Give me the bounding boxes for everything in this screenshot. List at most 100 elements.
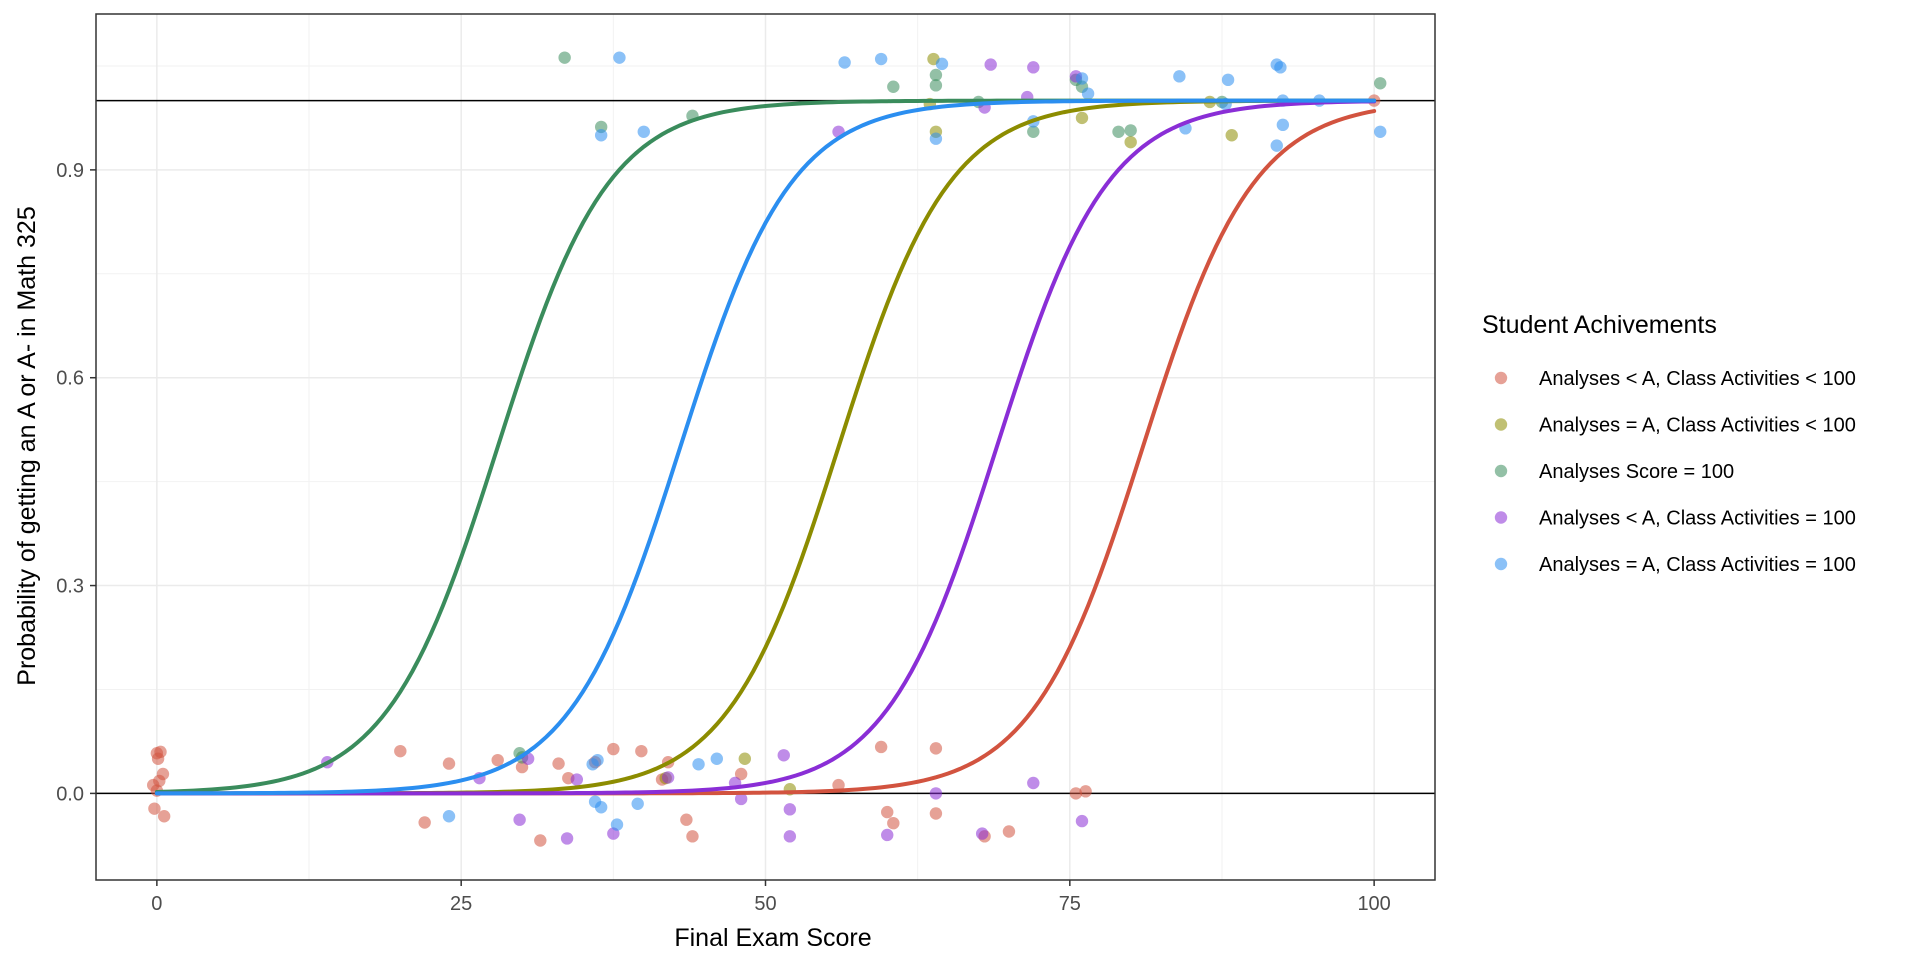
data-point [1112,125,1125,138]
data-point [394,744,407,758]
y-axis-title: Probability of getting an A or A- in Mat… [13,206,41,685]
legend-key [1494,557,1508,571]
legend: Student Achivements Analyses < A, Class … [1482,311,1856,576]
data-point [558,51,571,64]
x-tick-label: 50 [754,893,776,915]
fitted-curve [154,99,1377,796]
y-tick-label: 0.0 [56,783,84,805]
x-tick-label: 75 [1059,893,1081,915]
y-tick-label: 0.6 [56,368,84,390]
fitted-curve [154,98,1377,796]
data-point [1173,70,1186,83]
data-point [1124,135,1137,149]
data-point [594,129,608,142]
data-point [157,810,171,823]
y-tick-label: 0.3 [56,576,84,598]
x-tick-label: 0 [151,893,162,915]
data-point [1079,785,1092,798]
data-point [1075,111,1089,125]
data-point [1027,125,1040,138]
data-point [832,778,845,792]
axes: 0 25 50 75 100 0.0 0.3 0.6 0.9 [56,160,1391,915]
data-point [610,818,624,831]
legend-label: Analyses = A, Class Activities < 100 [1539,415,1856,437]
data-point [874,740,888,754]
data-point [151,752,165,765]
x-tick-label: 25 [450,893,472,915]
data-point [513,813,526,826]
y-tick-label: 0.9 [56,160,84,182]
data-point [1221,73,1235,87]
data-point [570,773,584,786]
data-point [661,771,675,784]
data-point [1075,814,1089,828]
data-point [153,774,166,788]
data-point [1069,787,1083,800]
data-point [1274,61,1287,74]
data-point [1027,61,1040,74]
data-point [984,58,997,71]
data-point [442,757,456,770]
data-point [686,830,699,843]
data-point [594,801,608,814]
legend-key [1494,511,1508,524]
data-point [929,79,943,92]
legend-label: Analyses < A, Class Activities = 100 [1539,508,1856,530]
data-point [929,807,943,820]
legend-title: Student Achivements [1482,311,1717,339]
data-point [637,125,650,138]
data-point [1374,125,1387,138]
data-point [635,744,648,758]
data-point [929,742,943,755]
data-point [783,830,797,843]
data-point [929,68,943,82]
legend-key [1494,464,1508,478]
fitted-curves [154,98,1377,796]
legend-key [1494,418,1508,431]
data-point [148,802,161,815]
data-point [929,132,943,145]
data-point [491,753,504,767]
data-point [560,832,574,845]
data-point [975,827,989,840]
data-point [607,742,620,756]
data-point [734,767,748,781]
data-point [783,803,797,816]
data-point [838,56,851,69]
data-point [692,758,705,771]
data-point [680,813,693,826]
data-point [734,792,748,806]
data-point [881,805,894,819]
data-points [147,51,1387,847]
legend-key [1494,371,1508,385]
legend-label: Analyses < A, Class Activities < 100 [1539,368,1856,390]
data-point [1225,129,1238,142]
data-point [418,816,431,829]
data-point [1270,139,1283,152]
data-point [929,787,943,800]
data-point [935,57,949,71]
data-point [534,834,547,847]
data-point [1374,77,1387,90]
data-point [591,753,604,767]
data-point [881,828,894,842]
data-point [887,816,900,830]
data-point [1276,118,1290,132]
data-point [1002,825,1016,838]
data-point [631,797,644,810]
data-point [1124,124,1137,137]
data-point [887,80,900,93]
x-tick-label: 100 [1357,893,1390,915]
legend-label: Analyses = A, Class Activities = 100 [1539,554,1856,576]
legend-label: Analyses Score = 100 [1539,461,1734,483]
data-point [1081,87,1095,100]
x-axis-title: Final Exam Score [674,924,871,952]
data-point [1027,776,1040,790]
data-point [613,51,626,64]
data-point [442,810,456,823]
data-point [710,752,724,765]
data-point [874,52,888,66]
data-point [552,757,565,770]
